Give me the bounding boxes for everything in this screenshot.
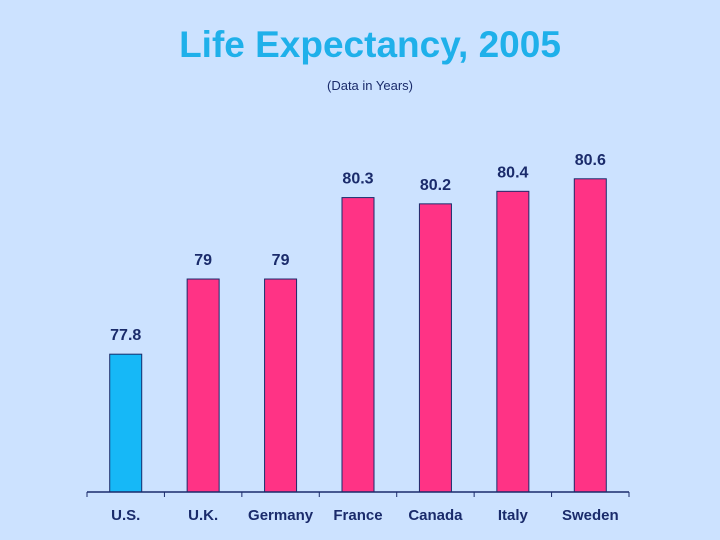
- x-tick-label: Canada: [408, 507, 463, 524]
- x-tick-label: Italy: [498, 507, 529, 524]
- bar-uk: [186, 278, 220, 493]
- bar-canada: [418, 203, 452, 493]
- chart-subtitle: (Data in Years): [327, 78, 413, 93]
- bar-france: [341, 197, 375, 493]
- data-label: 77.8: [110, 327, 141, 344]
- x-tick-label: Sweden: [562, 507, 619, 524]
- bar-germany: [264, 278, 298, 493]
- data-label: 79: [272, 252, 290, 269]
- x-tick-label: Germany: [248, 507, 314, 524]
- bar-us: [109, 353, 143, 493]
- data-label: 80.6: [575, 152, 606, 169]
- data-label: 80.4: [497, 164, 528, 181]
- data-label: 80.3: [342, 171, 373, 188]
- x-tick-label: France: [333, 507, 382, 524]
- x-tick-label: U.K.: [188, 507, 218, 524]
- data-label: 79: [194, 252, 212, 269]
- bar-sweden: [573, 178, 607, 493]
- bar-italy: [496, 190, 530, 493]
- x-tick-label: U.S.: [111, 507, 140, 524]
- data-label: 80.2: [420, 177, 451, 194]
- chart-title: Life Expectancy, 2005: [179, 24, 561, 65]
